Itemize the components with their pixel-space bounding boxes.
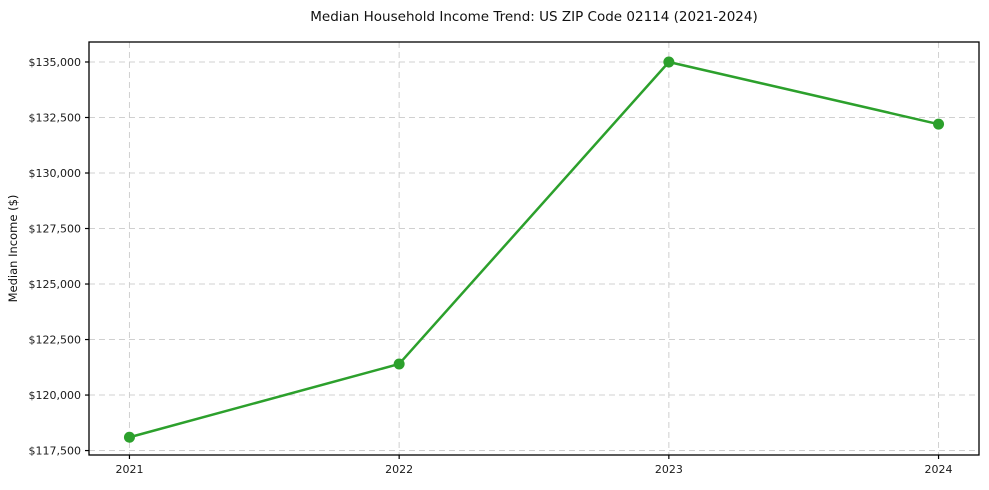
x-tick-label: 2023 xyxy=(655,463,683,476)
data-point xyxy=(393,358,405,370)
chart-title: Median Household Income Trend: US ZIP Co… xyxy=(310,9,758,25)
y-tick-label: $117,500 xyxy=(29,445,82,458)
data-point xyxy=(663,56,675,68)
y-axis-label: Median Income ($) xyxy=(6,195,20,303)
plot-border xyxy=(88,41,980,456)
x-tick-label: 2024 xyxy=(925,463,953,476)
x-tick-label: 2021 xyxy=(115,463,143,476)
y-tick-label: $127,500 xyxy=(29,223,82,236)
x-tick-label: 2022 xyxy=(385,463,413,476)
data-layer xyxy=(123,56,945,443)
trend-line xyxy=(128,60,940,439)
data-point xyxy=(933,118,945,130)
axis-layer: $117,500 $120,000 $122,500 $125,000 $127,500… xyxy=(29,41,980,476)
data-point xyxy=(123,431,135,443)
y-tick-label: $125,000 xyxy=(29,278,82,291)
grid-layer xyxy=(89,42,979,455)
y-tick-label: $135,000 xyxy=(29,56,82,69)
y-tick-label: $122,500 xyxy=(29,334,82,347)
y-tick-label: $130,000 xyxy=(29,167,82,180)
y-tick-label: $132,500 xyxy=(29,111,82,124)
y-tick-label: $120,000 xyxy=(29,389,82,402)
